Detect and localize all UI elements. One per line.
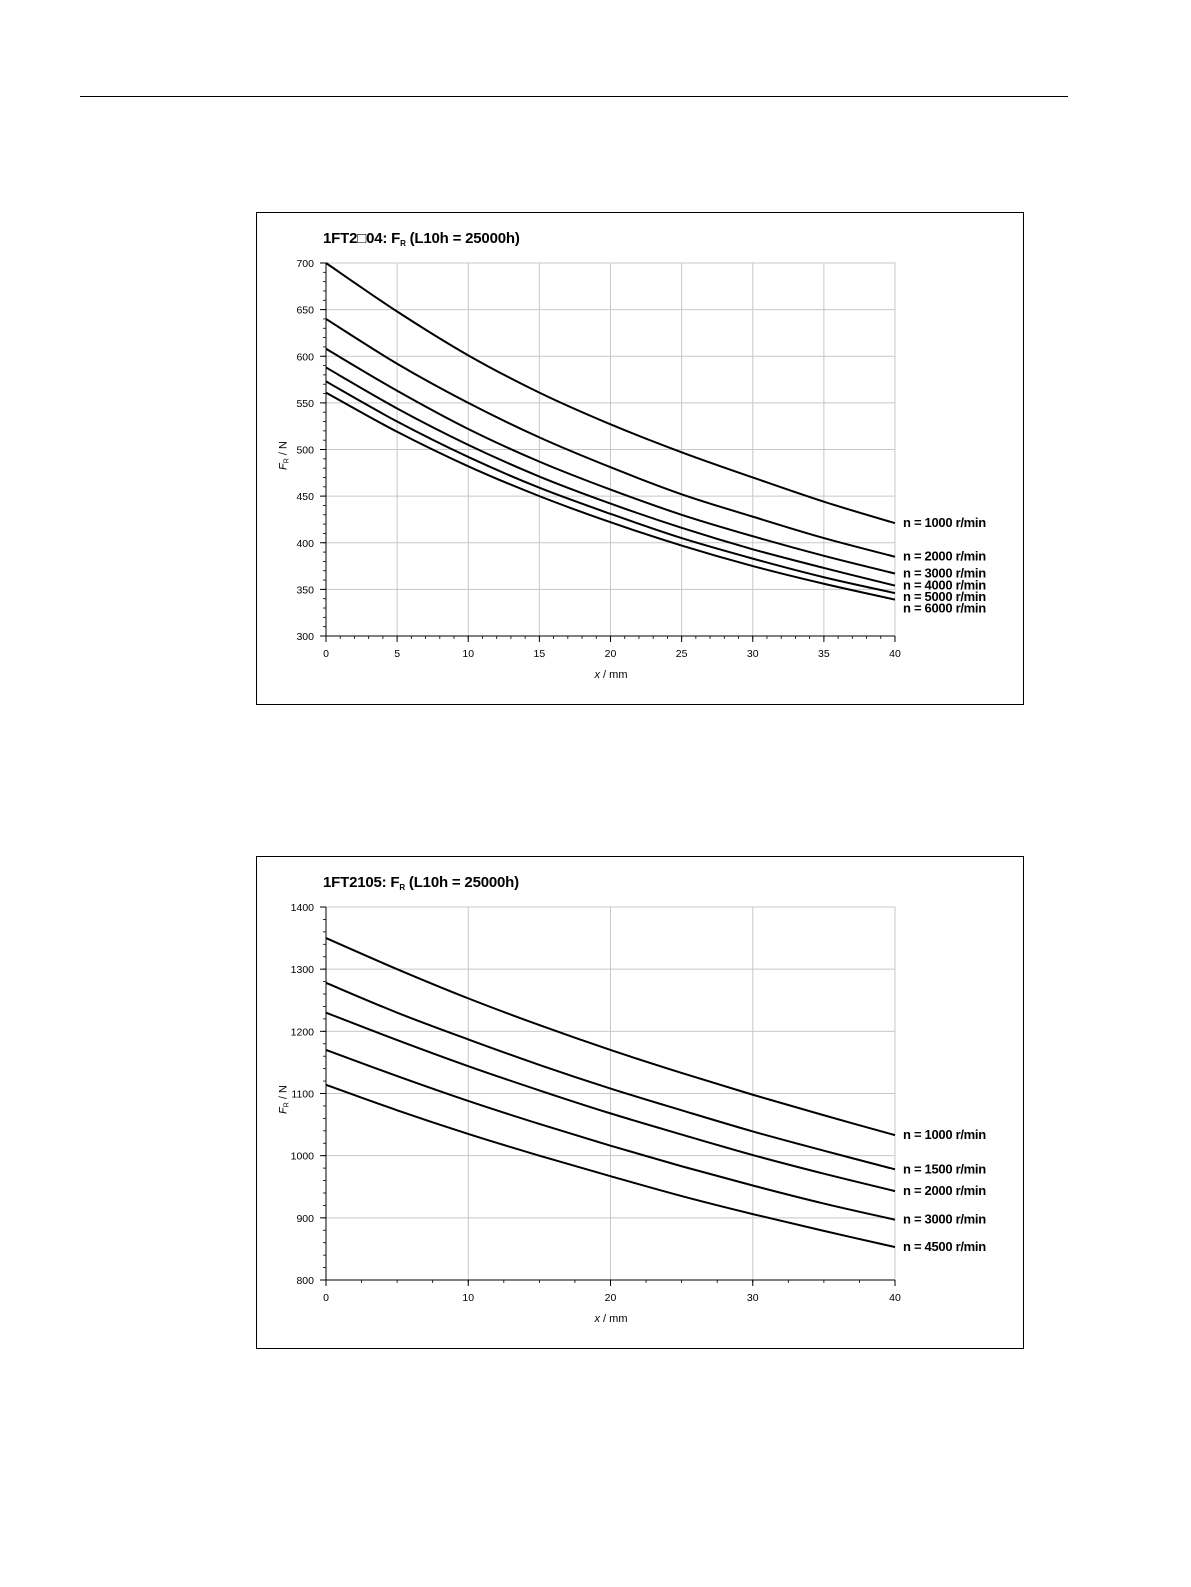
x-tick-label: 20 (605, 648, 617, 660)
x-tick-label: 10 (462, 648, 474, 660)
x-tick-label: 40 (889, 1292, 901, 1304)
chart-1-x-axis-label: x / mm (594, 669, 628, 681)
y-tick-label: 1400 (291, 902, 315, 914)
chart-2-title: 1FT2105: FR (L10h = 25000h) (323, 874, 519, 892)
x-tick-label: 20 (605, 1292, 617, 1304)
series-line (325, 391, 896, 601)
y-tick-label: 300 (296, 631, 314, 643)
series-label: n = 4000 r/min (903, 578, 986, 593)
y-tick-label: 450 (296, 491, 314, 503)
y-tick-label: 350 (296, 584, 314, 596)
x-tick-label: 25 (676, 648, 688, 660)
header-rule (80, 96, 1068, 97)
x-tick-label: 5 (394, 648, 400, 660)
series-label: n = 3000 r/min (903, 566, 986, 581)
series-label: n = 5000 r/min (903, 589, 986, 604)
chart-1-plot: 0 5 10 15 20 25 30 35 40 300 350 400 450 500 550 600 650… (296, 258, 986, 660)
y-tick-label: 800 (296, 1275, 314, 1287)
y-tick-label: 1300 (291, 964, 315, 976)
series-line (325, 318, 896, 558)
series-label: n = 1000 r/min (903, 515, 986, 530)
y-tick-label: 1200 (291, 1026, 315, 1038)
series-line (325, 380, 896, 595)
series-label: n = 3000 r/min (903, 1212, 986, 1227)
series-line (325, 1049, 896, 1221)
series-line (325, 1011, 896, 1193)
chart-2-x-axis-label: x / mm (594, 1313, 628, 1325)
series-label: n = 2000 r/min (903, 1183, 986, 1198)
series-label: n = 4500 r/min (903, 1239, 986, 1254)
series-label: n = 6000 r/min (903, 601, 986, 616)
series-line (325, 347, 896, 575)
x-tick-label: 40 (889, 648, 901, 660)
series-line (325, 366, 896, 587)
series-label: n = 1000 r/min (903, 1127, 986, 1142)
series-label: n = 1500 r/min (903, 1161, 986, 1176)
series-line (325, 1083, 896, 1249)
series-label: n = 2000 r/min (903, 549, 986, 564)
x-tick-label: 0 (323, 1292, 329, 1304)
x-tick-label: 0 (323, 648, 329, 660)
series-line (325, 262, 896, 525)
y-tick-label: 650 (296, 305, 314, 317)
y-tick-label: 1100 (291, 1089, 314, 1101)
x-tick-label: 30 (747, 648, 759, 660)
chart-2-frame: 1FT2105: FR (L10h = 25000h) FR / N x / m… (256, 856, 1024, 1349)
series-line (325, 981, 896, 1171)
x-tick-label: 15 (534, 648, 546, 660)
chart-2-plot: 0 10 20 30 40 800 900 1000 1100 1200 1300 1400 n = 1… (291, 902, 987, 1304)
chart-1-frame: 1FT2□04: FR (L10h = 25000h) FR / N x / m… (256, 212, 1024, 705)
y-tick-label: 900 (296, 1213, 314, 1225)
y-tick-label: 500 (296, 445, 314, 457)
series-line (325, 937, 896, 1137)
x-tick-label: 35 (818, 648, 830, 660)
y-tick-label: 400 (296, 538, 314, 550)
y-tick-label: 700 (296, 258, 314, 270)
chart-1-title: 1FT2□04: FR (L10h = 25000h) (323, 230, 520, 248)
x-tick-label: 30 (747, 1292, 759, 1304)
x-tick-label: 10 (462, 1292, 474, 1304)
y-tick-label: 600 (296, 351, 314, 363)
y-tick-label: 550 (296, 398, 314, 410)
y-tick-label: 1000 (291, 1151, 315, 1163)
